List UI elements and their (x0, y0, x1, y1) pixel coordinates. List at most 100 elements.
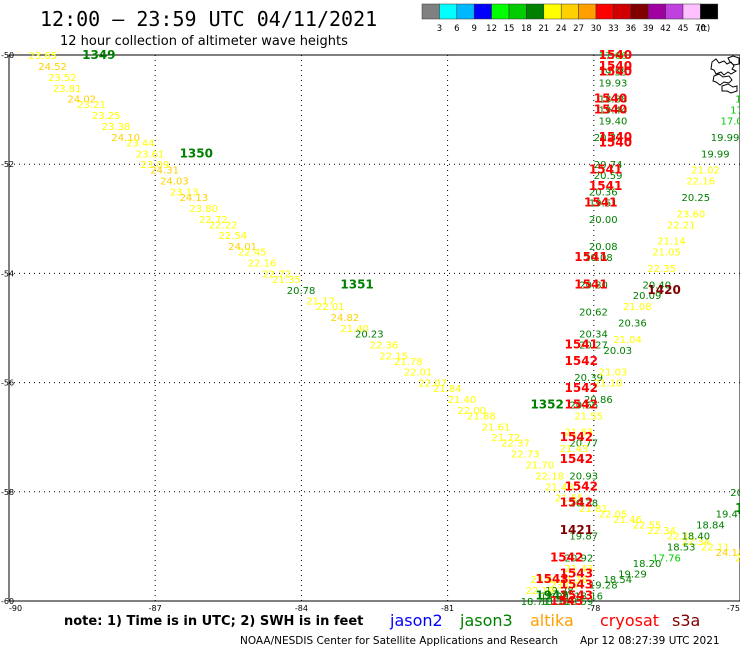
colorbar-swatch (613, 3, 632, 20)
swh-label: 21.35 (272, 275, 301, 286)
swh-label: 21.14 (657, 237, 686, 248)
swh-label: 22.35 (647, 264, 676, 275)
swh-label: 22.34 (647, 526, 676, 537)
chart-subtitle: 12 hour collection of altimeter wave hei… (60, 34, 348, 49)
pass-number-label: 1540 (599, 48, 632, 62)
coastline-islands (710, 55, 740, 94)
pass-number-label: 1541 (565, 337, 598, 351)
swh-label: 22.34 (682, 537, 711, 548)
swh-label: 19.99 (711, 133, 740, 144)
pass-number-label: 1540 (599, 130, 632, 144)
pass-number-label: 1542 (565, 479, 598, 493)
colorbar-swatch (630, 3, 649, 20)
swh-label: 19.40 (599, 117, 628, 128)
pass-number-label: 1543 (560, 589, 593, 603)
swh-label: 21.40 (340, 324, 369, 335)
swh-label: 19.93 (599, 78, 628, 89)
swh-label: 19.99 (701, 149, 730, 160)
swh-label: 21.03 (599, 368, 628, 379)
colorbar-label: 70 (695, 24, 706, 34)
swh-label: 21.04 (613, 335, 642, 346)
swh-label: 22.21 (667, 220, 696, 231)
swh-label: 22.72 (199, 215, 228, 226)
swh-label: 21.08 (623, 302, 652, 313)
pass-number-label: 1352 (530, 397, 563, 411)
swh-label: 24.02 (67, 95, 96, 106)
swh-label: 18.99 (540, 592, 569, 603)
swh-label: 20.83 (730, 488, 740, 499)
swh-label: 23.00 (550, 581, 579, 592)
satellite-legend-altika: altika (530, 611, 574, 630)
x-tick-label: -90 (9, 604, 22, 613)
swh-label: 21.83 (565, 428, 594, 439)
swh-label: 21.78 (394, 357, 423, 368)
swh-label: 24.10 (111, 133, 140, 144)
pass-number-label: 1543 (535, 572, 568, 586)
swh-label: 22.73 (511, 450, 540, 461)
swh-label: 18.54 (604, 575, 633, 586)
swh-label: 22.11 (701, 542, 730, 553)
swh-label: 23.09 (141, 160, 170, 171)
swh-label: 21.70 (526, 461, 555, 472)
swh-label: 21.17 (306, 297, 335, 308)
pass-number-label: 1540 (599, 59, 632, 73)
pass-number-label: 1349 (82, 48, 115, 62)
pass-number-label: 1421 (560, 523, 593, 537)
swh-label: 21.84 (433, 384, 462, 395)
pass-number-label: 13 (735, 501, 740, 515)
swh-label: 20.86 (584, 395, 613, 406)
swh-label: 17.01 (721, 117, 740, 128)
pass-number-label: 1350 (180, 146, 213, 160)
swh-label: 24.82 (331, 313, 360, 324)
pass-labels: 1349135013511352194215431543154315431540… (82, 48, 740, 608)
swh-label: 22.36 (370, 340, 399, 351)
swh-label: 22.16 (248, 258, 277, 269)
swh-label: 19.44 (599, 106, 628, 117)
satellite-legend-s3a: s3a (672, 611, 700, 630)
swh-label: 24.01 (228, 242, 257, 253)
x-tick-label: -87 (149, 604, 162, 613)
swh-label: 23.61 (136, 149, 165, 160)
swh-label: 21.81 (579, 504, 608, 515)
swh-label: 20.77 (569, 439, 598, 450)
y-tick-label: -60 (1, 597, 14, 606)
swh-label: 21.16 (560, 575, 589, 586)
x-tick-label: -84 (295, 604, 308, 613)
x-tick-label: -81 (441, 604, 454, 613)
swh-label: 17.66 (599, 51, 628, 62)
colorbar-swatch (421, 3, 440, 20)
swh-label: 19.28 (545, 586, 574, 597)
swh-label: 18.20 (633, 559, 662, 570)
swh-label: 18.53 (667, 542, 696, 553)
swh-label: 23.13 (170, 188, 199, 199)
swh-label: 23.69 (530, 575, 559, 586)
pass-number-label: 1542 (550, 550, 583, 564)
swh-label: 20.38 (569, 499, 598, 510)
colorbar-swatch (595, 3, 614, 20)
swh-label: 22.45 (238, 248, 267, 259)
swh-label: 16.35 (735, 95, 740, 106)
swh-label: 19.29 (618, 570, 647, 581)
swh-label: 18.31 (540, 597, 569, 608)
swh-label: 20.40 (643, 280, 672, 291)
x-tick-label: -78 (587, 604, 600, 613)
swh-label: 17.76 (652, 553, 681, 564)
swh-label: 22.01 (316, 302, 345, 313)
swh-label: 22.07 (418, 379, 447, 390)
pass-number-label: 1541 (589, 179, 622, 193)
swh-label: 18.88 (599, 95, 628, 106)
swh-label: 18.71 (521, 597, 550, 608)
satellite-legend-cryosat: cryosat (600, 611, 659, 630)
colorbar-label: 15 (504, 24, 515, 34)
footer-timestamp: Apr 12 08:27:39 UTC 2021 (580, 635, 720, 647)
swh-label: 23.80 (189, 204, 218, 215)
pass-number-label: 1351 (340, 277, 373, 291)
swh-label: 23.25 (92, 111, 121, 122)
pass-number-label: 1542 (565, 381, 598, 395)
swh-label: 22.16 (686, 177, 715, 188)
swh-label: 20.37 (594, 133, 623, 144)
swh-label: 18.40 (682, 531, 711, 542)
colorbar-swatch (456, 3, 475, 20)
colorbar-swatch (526, 3, 545, 20)
